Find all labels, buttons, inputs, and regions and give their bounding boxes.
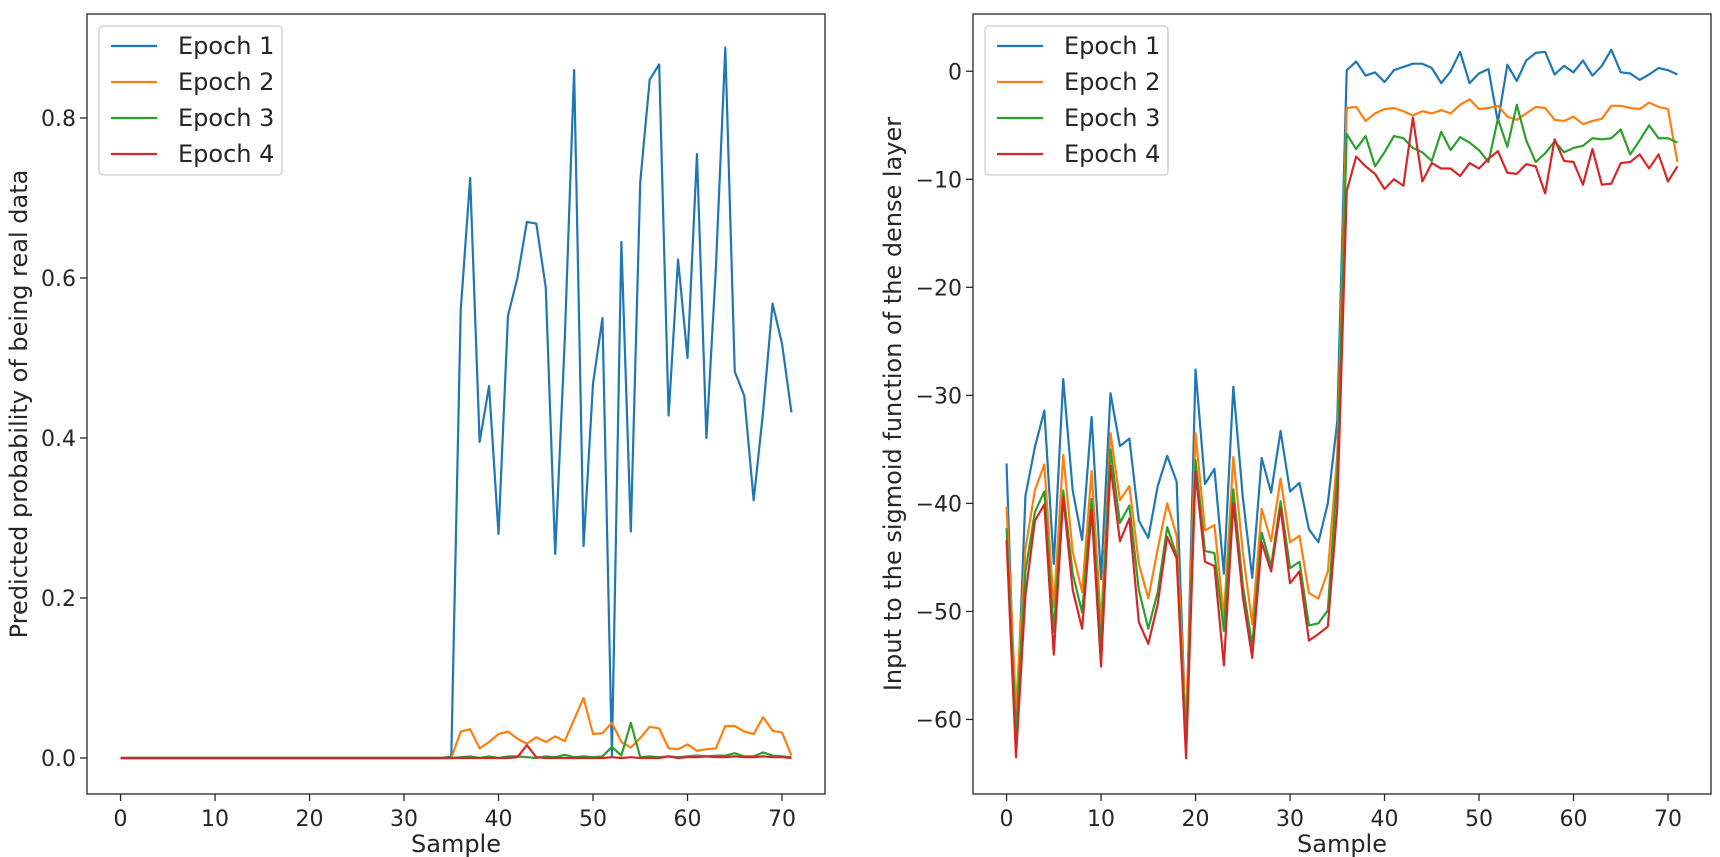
right-x-tick-label: 10: [1087, 807, 1115, 832]
left-x-tick-label: 40: [485, 807, 513, 832]
right-y-tick-label: 0: [948, 60, 962, 85]
left-series-line-epoch-4: [120, 744, 792, 760]
right-legend-box: [984, 25, 1169, 176]
left-legend: Epoch 1 Epoch 2 Epoch 3 Epoch 4: [98, 25, 283, 176]
right-chart-sigmoid-input: 0 10 20 30 40 50 60 70 0 −10 −20 −30 −40 −50 −60 Samp…: [879, 13, 1712, 857]
left-y-tick-label: 0.4: [41, 427, 76, 452]
right-legend-label-epoch-1: Epoch 1: [1064, 32, 1160, 60]
left-x-tick-label: 60: [674, 807, 702, 832]
right-series-line-epoch-3: [1005, 103, 1678, 745]
left-y-axis-label: Predicted probability of being real data: [5, 170, 33, 639]
left-series-line-epoch-2: [120, 696, 793, 760]
left-chart-probability: 0 10 20 30 40 50 60 70 0.0 0.2 0.4 0.6 0.8 Sample P…: [5, 13, 826, 857]
right-series-line-epoch-2: [1005, 98, 1679, 726]
left-legend-label-epoch-3: Epoch 3: [178, 104, 274, 132]
left-x-tick-label: 0: [114, 807, 128, 832]
right-y-tick-label: −30: [916, 384, 962, 409]
right-x-tick-label: 50: [1465, 807, 1493, 832]
right-y-tick-label: −10: [916, 168, 962, 193]
right-x-tick-label: 20: [1182, 807, 1210, 832]
left-y-tick-label: 0.8: [41, 107, 76, 132]
right-legend-label-epoch-4: Epoch 4: [1064, 140, 1160, 168]
right-x-tick-label: 30: [1276, 807, 1304, 832]
left-x-tick-label: 50: [579, 807, 607, 832]
right-plot-frame: [972, 13, 1712, 795]
right-legend: Epoch 1 Epoch 2 Epoch 3 Epoch 4: [984, 25, 1169, 176]
right-legend-label-epoch-2: Epoch 2: [1064, 68, 1160, 96]
left-y-tick-label: 0.0: [41, 747, 76, 772]
right-y-tick-label: −60: [916, 708, 962, 733]
left-x-tick-label: 20: [296, 807, 324, 832]
left-y-tick-label: 0.2: [41, 587, 76, 612]
right-x-tick-label: 70: [1654, 807, 1682, 832]
left-legend-label-epoch-1: Epoch 1: [178, 32, 274, 60]
left-legend-label-epoch-4: Epoch 4: [178, 140, 274, 168]
right-series-line-epoch-4: [1005, 116, 1679, 760]
left-plot-frame: [86, 13, 826, 795]
right-x-tick-label: 40: [1371, 807, 1399, 832]
right-y-tick-label: −50: [916, 600, 962, 625]
left-x-tick-label: 30: [390, 807, 418, 832]
right-y-tick-label: −20: [916, 276, 962, 301]
right-x-axis-label: Sample: [1297, 830, 1387, 857]
left-y-tick-label: 0.6: [41, 267, 76, 292]
left-x-tick-label: 10: [201, 807, 229, 832]
left-x-axis-label: Sample: [411, 830, 501, 857]
left-series-line-epoch-3: [120, 721, 792, 760]
left-legend-label-epoch-2: Epoch 2: [178, 68, 274, 96]
right-y-tick-label: −40: [916, 492, 962, 517]
left-x-tick-label: 70: [768, 807, 796, 832]
left-legend-box: [98, 25, 283, 176]
right-legend-label-epoch-3: Epoch 3: [1064, 104, 1160, 132]
right-x-tick-label: 0: [1000, 807, 1014, 832]
right-y-axis-label: Input to the sigmoid function of the den…: [879, 117, 907, 691]
right-x-tick-label: 60: [1560, 807, 1588, 832]
